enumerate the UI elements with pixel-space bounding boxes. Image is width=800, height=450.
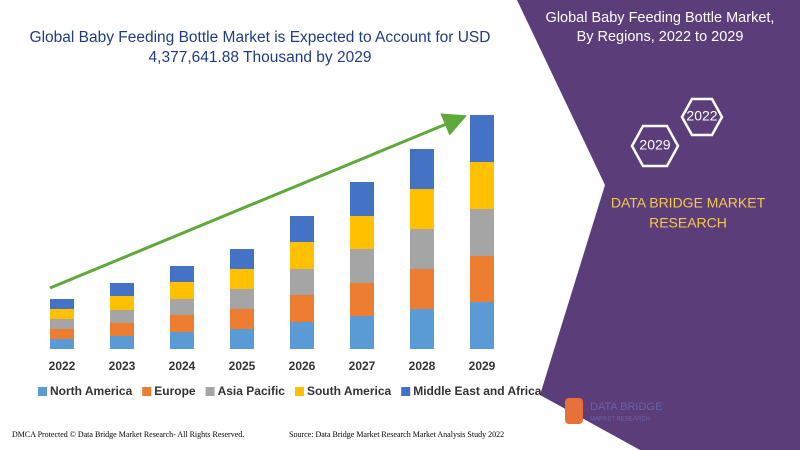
- bar-segment: [470, 162, 494, 209]
- hexagon: [630, 124, 680, 168]
- bar-segment: [50, 299, 74, 309]
- bar-segment: [410, 229, 434, 269]
- bar-segment: [350, 249, 374, 283]
- bar-segment: [110, 296, 134, 310]
- panel-heading: By Regions, 2022 to 2029: [577, 29, 744, 45]
- bar-segment: [470, 209, 494, 256]
- x-tick-label: 2029: [469, 359, 496, 373]
- legend-swatch: [401, 387, 411, 396]
- x-tick-label: 2022: [49, 359, 76, 373]
- bar-segment: [230, 249, 254, 269]
- legend-swatch: [142, 387, 152, 396]
- bar-segment: [110, 336, 134, 349]
- bar-segment: [290, 242, 314, 269]
- bar-segment: [110, 310, 134, 323]
- hexagon: [680, 97, 724, 137]
- bar-segment: [170, 332, 194, 349]
- brand: DATA BRIDGE MARKET: [611, 195, 766, 211]
- legend-label: South America: [307, 384, 392, 398]
- bar-segment: [290, 216, 314, 242]
- brand: RESEARCH: [649, 215, 727, 231]
- bar-segment: [410, 189, 434, 229]
- bar-segment: [290, 269, 314, 295]
- bar-segment: [50, 329, 74, 339]
- panel-heading: Global Baby Feeding Bottle Market,: [546, 10, 775, 26]
- trend-arrow: [49, 113, 468, 290]
- chart-title: Global Baby Feeding Bottle Market is Exp…: [29, 29, 491, 66]
- bar-segment: [410, 309, 434, 349]
- bar-segment: [350, 316, 374, 349]
- bar-segment: [290, 295, 314, 322]
- x-tick-label: 2028: [409, 359, 436, 373]
- logo-icon: [565, 398, 583, 424]
- bar-segment: [350, 182, 374, 216]
- side-panel: [517, 0, 800, 450]
- bar-segment: [50, 309, 74, 319]
- legend-swatch: [205, 387, 215, 396]
- bar-segment: [170, 282, 194, 299]
- bar-segment: [410, 149, 434, 189]
- bar-segment: [170, 315, 194, 332]
- legend-swatch: [294, 387, 304, 396]
- bar-segment: [470, 256, 494, 302]
- logo-name: DATA BRIDGE: [590, 401, 662, 413]
- bar-segment: [410, 269, 434, 309]
- legend-label: Asia Pacific: [218, 384, 286, 398]
- logo-tagline: MARKET RESEARCH: [590, 417, 650, 423]
- x-tick-label: 2023: [109, 359, 136, 373]
- bar-segment: [350, 283, 374, 316]
- bar-segment: [170, 299, 194, 315]
- bar-segment: [470, 302, 494, 349]
- x-tick-label: 2027: [349, 359, 376, 373]
- legend-swatch: [38, 387, 47, 396]
- hexagon-label: 2022: [686, 108, 717, 124]
- bar-segment: [230, 329, 254, 349]
- bar-segment: [230, 269, 254, 289]
- legend-label: North America: [50, 384, 133, 398]
- x-tick-label: 2026: [289, 359, 316, 373]
- bar-segment: [290, 322, 314, 349]
- bar-segment: [170, 266, 194, 282]
- bar-segment: [50, 319, 74, 329]
- legend-label: Middle East and Africa: [413, 384, 542, 398]
- footer-right: Source: Data Bridge Market Research Mark…: [289, 430, 504, 439]
- bar-segment: [230, 309, 254, 329]
- bar-segment: [470, 115, 494, 162]
- bar-segment: [350, 216, 374, 249]
- legend-label: Europe: [154, 384, 196, 398]
- bar-segment: [110, 323, 134, 336]
- x-tick-label: 2024: [169, 359, 196, 373]
- bar-segment: [230, 289, 254, 309]
- bar-segment: [110, 283, 134, 296]
- x-tick-label: 2025: [229, 359, 256, 373]
- bar-segment: [50, 339, 74, 349]
- hexagon-label: 2029: [639, 137, 670, 153]
- footer-left: DMCA Protected © Data Bridge Market Rese…: [12, 430, 244, 439]
